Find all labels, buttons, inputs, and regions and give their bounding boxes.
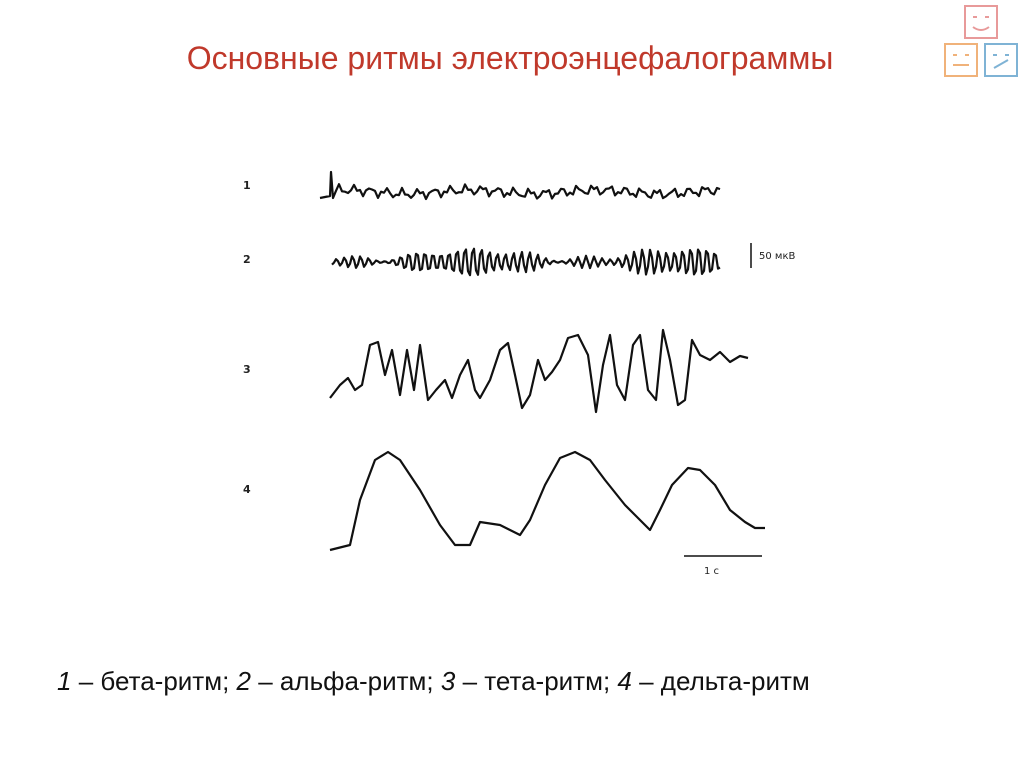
trace-label: 4	[243, 483, 251, 496]
trace-label: 1	[243, 179, 251, 192]
caption: 1 – бета-ритм; 2 – альфа-ритм; 3 – тета-…	[57, 666, 810, 697]
caption-text: – бета-ритм;	[78, 666, 230, 696]
slide-title: Основные ритмы электроэнцефалограммы	[186, 40, 834, 76]
trace-label: 2	[243, 253, 251, 266]
caption-text: – альфа-ритм;	[258, 666, 434, 696]
caption-text: – тета-ритм;	[462, 666, 611, 696]
caption-number: 2	[236, 666, 252, 696]
amplitude-scale-label: 50 мкВ	[759, 251, 795, 262]
caption-text: – дельта-ритм	[639, 666, 810, 696]
time-scale-label: 1 с	[704, 566, 719, 577]
caption-number: 4	[617, 666, 632, 696]
logo-icon	[944, 5, 1018, 77]
beta-wave	[319, 170, 721, 201]
caption-number: 3	[440, 666, 456, 696]
caption-number: 1	[57, 666, 72, 696]
trace-label: 3	[243, 363, 251, 376]
alpha-wave	[331, 247, 721, 277]
delta-wave	[329, 450, 765, 552]
theta-wave	[329, 328, 749, 414]
